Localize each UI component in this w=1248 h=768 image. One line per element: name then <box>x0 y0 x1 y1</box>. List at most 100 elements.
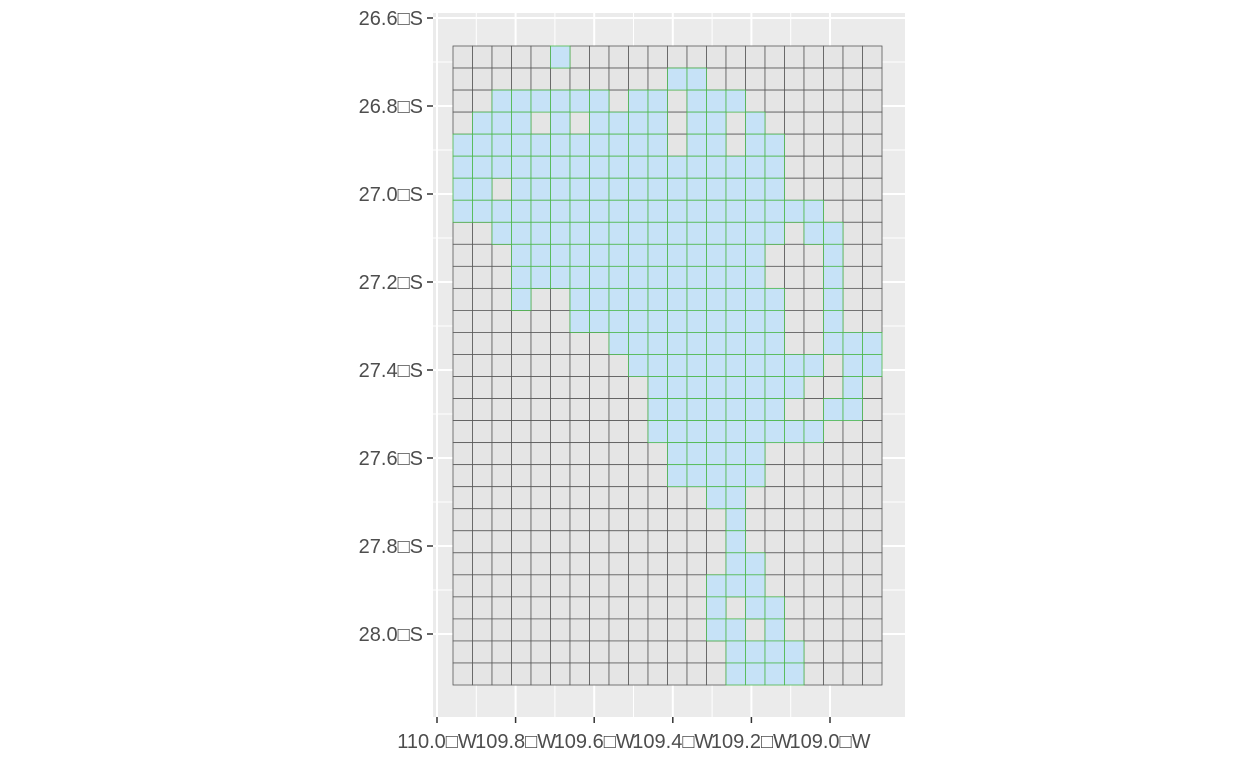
island-cell <box>608 310 629 333</box>
empty-cell <box>628 420 649 444</box>
empty-cell <box>589 45 610 69</box>
empty-cell <box>862 486 883 510</box>
island-cell <box>706 199 727 223</box>
empty-cell <box>725 111 746 135</box>
empty-cell <box>803 596 824 620</box>
empty-cell <box>472 508 493 532</box>
empty-cell <box>667 552 688 576</box>
island-cell <box>725 398 746 421</box>
empty-cell <box>862 243 883 267</box>
empty-cell <box>569 442 590 466</box>
island-cell <box>784 376 805 399</box>
empty-cell <box>452 265 473 289</box>
x-tick-label: 109.6□W <box>554 731 635 753</box>
island-cell <box>745 442 766 466</box>
empty-cell <box>686 640 707 664</box>
island-cell <box>823 398 844 421</box>
empty-cell <box>472 486 493 510</box>
empty-cell <box>452 530 473 554</box>
empty-cell <box>608 45 629 69</box>
empty-cell <box>628 552 649 576</box>
island-cell <box>608 243 629 267</box>
island-cell <box>569 133 590 157</box>
empty-cell <box>589 486 610 510</box>
empty-cell <box>647 574 668 598</box>
empty-cell <box>764 486 785 510</box>
empty-cell <box>842 662 863 686</box>
empty-cell <box>491 442 512 466</box>
empty-cell <box>862 155 883 179</box>
island-cell <box>667 243 688 267</box>
empty-cell <box>784 133 805 157</box>
island-cell <box>706 486 727 510</box>
island-cell <box>628 332 649 355</box>
empty-cell <box>647 442 668 466</box>
empty-cell <box>472 596 493 620</box>
empty-cell <box>472 265 493 289</box>
empty-cell <box>686 45 707 69</box>
island-cell <box>706 354 727 377</box>
empty-cell <box>589 618 610 642</box>
island-cell <box>667 376 688 399</box>
island-cell <box>511 265 532 289</box>
empty-cell <box>511 354 532 377</box>
empty-cell <box>647 464 668 488</box>
empty-cell <box>803 155 824 179</box>
y-tick-label: 27.6□S <box>359 448 423 470</box>
island-cell <box>725 155 746 179</box>
island-cell <box>745 177 766 201</box>
empty-cell <box>842 133 863 157</box>
empty-cell <box>862 89 883 113</box>
island-cell <box>745 287 766 311</box>
empty-cell <box>647 640 668 664</box>
empty-cell <box>784 398 805 421</box>
island-cell <box>589 155 610 179</box>
empty-cell <box>803 464 824 488</box>
island-cell <box>628 287 649 311</box>
empty-cell <box>491 265 512 289</box>
empty-cell <box>667 596 688 620</box>
empty-cell <box>823 199 844 223</box>
empty-cell <box>550 67 571 91</box>
empty-cell <box>628 618 649 642</box>
island-cell <box>706 574 727 598</box>
empty-cell <box>862 265 883 289</box>
empty-cell <box>511 332 532 355</box>
island-cell <box>725 243 746 267</box>
empty-cell <box>784 530 805 554</box>
empty-cell <box>647 45 668 69</box>
island-cell <box>686 442 707 466</box>
empty-cell <box>491 530 512 554</box>
island-cell <box>686 243 707 267</box>
empty-cell <box>862 287 883 311</box>
empty-cell <box>530 596 551 620</box>
island-cell <box>511 287 532 311</box>
island-cell <box>764 640 785 664</box>
island-cell <box>628 310 649 333</box>
island-cell <box>706 596 727 620</box>
island-cell <box>647 199 668 223</box>
empty-cell <box>667 662 688 686</box>
island-cell <box>764 596 785 620</box>
empty-cell <box>842 618 863 642</box>
empty-cell <box>472 376 493 399</box>
island-cell <box>647 243 668 267</box>
island-cell <box>530 155 551 179</box>
empty-cell <box>491 354 512 377</box>
island-cell <box>803 354 824 377</box>
empty-cell <box>589 398 610 421</box>
island-cell <box>511 177 532 201</box>
island-cell <box>706 111 727 135</box>
empty-cell <box>511 596 532 620</box>
empty-cell <box>472 243 493 267</box>
empty-cell <box>823 486 844 510</box>
island-cell <box>647 133 668 157</box>
island-cell <box>550 89 571 113</box>
island-cell <box>511 243 532 267</box>
empty-cell <box>550 508 571 532</box>
empty-cell <box>569 332 590 355</box>
island-cell <box>706 155 727 179</box>
empty-cell <box>628 662 649 686</box>
island-cell <box>686 332 707 355</box>
empty-cell <box>589 376 610 399</box>
